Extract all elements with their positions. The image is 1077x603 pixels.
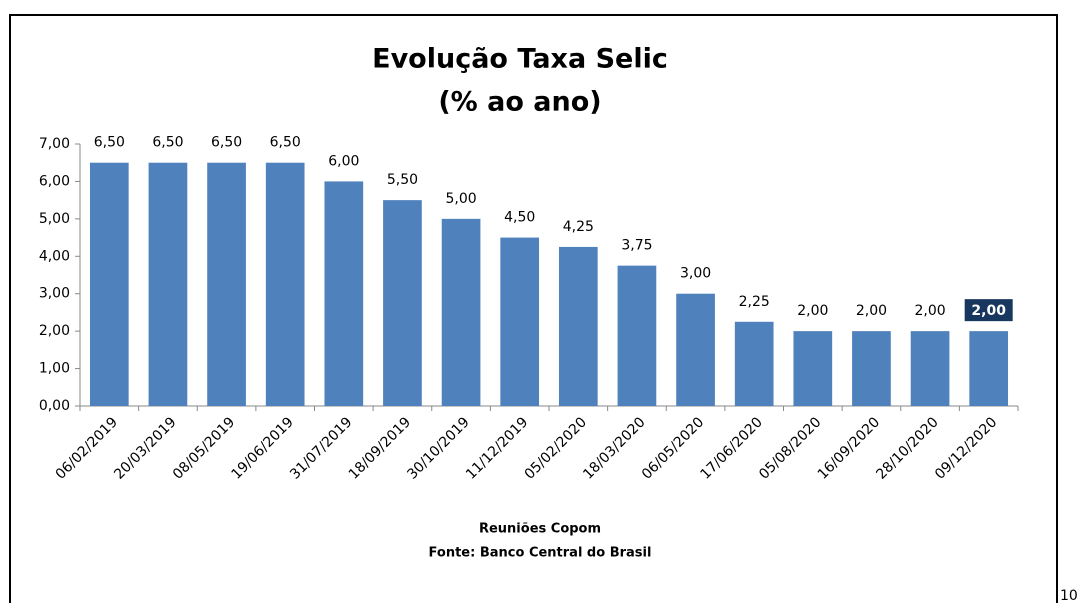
bar — [676, 293, 715, 406]
value-label: 3,00 — [680, 266, 711, 282]
y-tick-label: 2,00 — [39, 323, 70, 339]
y-tick-label: 7,00 — [39, 136, 70, 152]
value-label: 4,25 — [563, 219, 594, 235]
bar — [265, 162, 305, 406]
y-tick-label: 5,00 — [39, 211, 70, 227]
bar — [734, 321, 774, 406]
value-label: 6,50 — [211, 135, 242, 151]
bar — [852, 331, 891, 406]
bar — [441, 218, 481, 406]
chart-subtitle: (% ao ano) — [438, 87, 601, 118]
value-label: 5,50 — [387, 172, 418, 188]
value-label: 4,50 — [504, 210, 535, 226]
y-tick-label: 3,00 — [39, 286, 70, 302]
y-tick-label: 4,00 — [39, 248, 70, 264]
value-label: 2,00 — [914, 303, 945, 319]
value-label: 2,00 — [797, 303, 828, 319]
page-number: 10 — [1060, 588, 1077, 603]
bar — [793, 331, 833, 406]
bar — [969, 331, 1009, 406]
y-tick-label: 0,00 — [39, 398, 70, 414]
value-label: 6,50 — [152, 135, 183, 151]
chart-title: Evolução Taxa Selic — [372, 44, 668, 75]
bar — [89, 162, 129, 406]
y-tick-label: 6,00 — [39, 173, 70, 189]
value-label: 3,75 — [621, 238, 652, 254]
value-label-background — [964, 299, 1013, 322]
value-label: 2,25 — [739, 294, 770, 310]
value-label: 2,00 — [856, 303, 887, 319]
value-label: 6,50 — [270, 135, 301, 151]
x-axis-title: Reuniões Copom — [479, 522, 601, 537]
y-tick-label: 1,00 — [39, 361, 70, 377]
value-label: 6,00 — [328, 153, 359, 169]
bar — [383, 200, 422, 406]
bar — [207, 162, 246, 406]
bar — [617, 265, 657, 406]
bar — [500, 237, 540, 406]
value-label: 2,00 — [971, 303, 1006, 319]
value-label: 6,50 — [94, 135, 125, 151]
value-label: 5,00 — [445, 191, 476, 207]
bar — [910, 331, 950, 406]
bar — [558, 246, 598, 406]
source: Fonte: Banco Central do Brasil — [429, 546, 652, 561]
bar — [324, 181, 364, 406]
bar — [148, 162, 188, 406]
